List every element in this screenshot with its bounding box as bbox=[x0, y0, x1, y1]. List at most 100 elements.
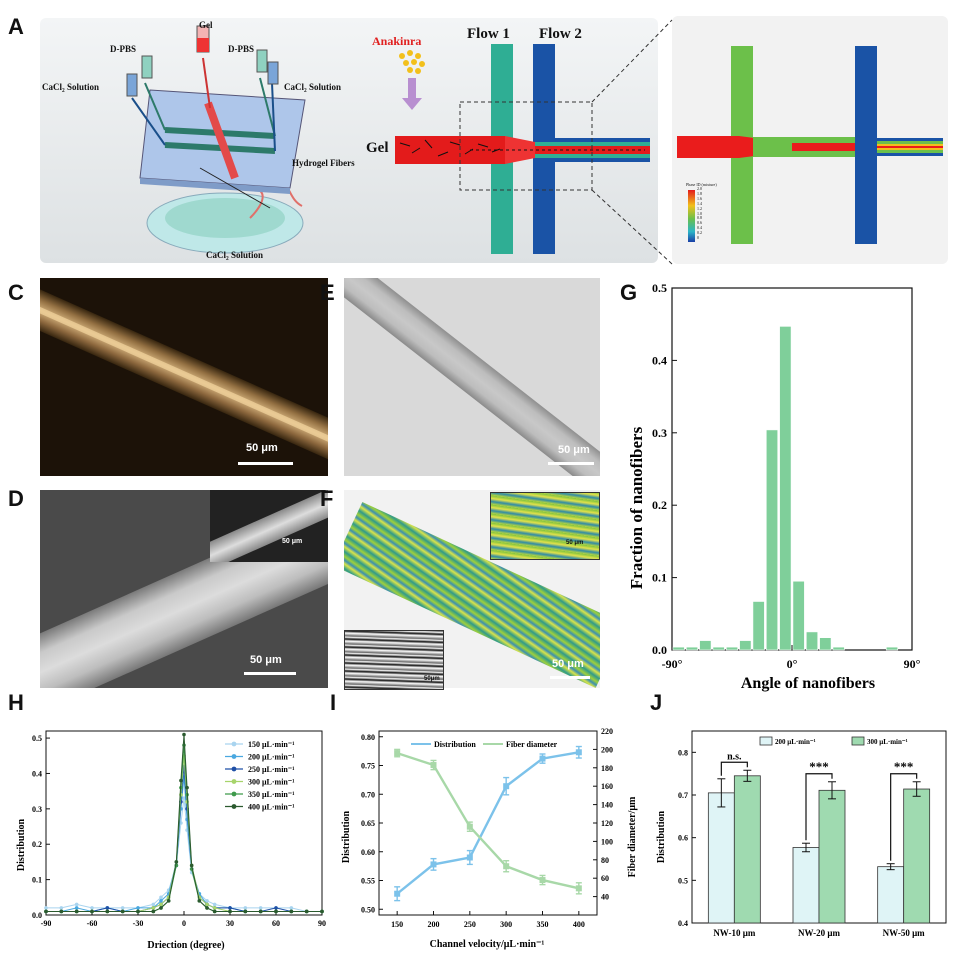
chart-h-point bbox=[159, 899, 163, 903]
chart-h-point bbox=[44, 906, 48, 910]
chart-i-ylabel: Distribution bbox=[341, 810, 352, 863]
chart-h-point bbox=[90, 906, 94, 910]
scale-label-e: 50 μm bbox=[558, 444, 590, 456]
scale-bar-c bbox=[238, 462, 293, 465]
chart-j-ytick-label: 0.8 bbox=[678, 748, 688, 757]
scale-bar-d bbox=[244, 672, 296, 675]
scale-label-c: 50 μm bbox=[246, 442, 278, 454]
chart-g-bar bbox=[833, 647, 844, 650]
chart-g-bar bbox=[806, 632, 817, 650]
chart-j-ytick-label: 0.7 bbox=[678, 791, 688, 800]
chart-h-point bbox=[205, 903, 209, 907]
chart-h-xtick-label: -30 bbox=[133, 919, 144, 928]
chart-i-xtick-label: 150 bbox=[391, 920, 403, 929]
chart-h-series-line bbox=[46, 766, 322, 911]
chart-g-bar bbox=[700, 641, 711, 650]
chart-g-bar bbox=[753, 601, 764, 650]
chart-i-point bbox=[431, 861, 437, 867]
chart-g-xtick-label: -90° bbox=[662, 657, 683, 671]
micrograph-c bbox=[40, 278, 328, 476]
chart-h-ytick-label: 0.3 bbox=[32, 805, 42, 814]
chart-i-y2tick-label: 220 bbox=[601, 727, 613, 736]
chart-h-point bbox=[90, 910, 94, 914]
chart-h-xtick-label: 90 bbox=[318, 919, 326, 928]
chart-g-xtick-label: 0° bbox=[787, 657, 798, 671]
chart-g-ytick-label: 0.5 bbox=[652, 281, 667, 295]
chart-h-point bbox=[244, 906, 248, 910]
chart-g: Fraction of nanofibers Angle of nanofibe… bbox=[620, 280, 950, 700]
chart-g-bar bbox=[713, 647, 724, 650]
chart-h-legend-marker bbox=[232, 792, 237, 797]
chart-h-point bbox=[106, 910, 110, 914]
chart-h-point bbox=[159, 903, 163, 907]
chart-i-ytick-label: 0.50 bbox=[361, 905, 375, 914]
chart-h-legend-marker bbox=[232, 804, 237, 809]
chart-i-ytick-label: 0.60 bbox=[361, 848, 375, 857]
chart-i-y2tick-label: 40 bbox=[601, 893, 609, 902]
chart-g-ytick-label: 0.0 bbox=[652, 643, 667, 657]
chart-j-legend-label: 300 μL·min⁻¹ bbox=[867, 738, 908, 746]
chart-h-legend-label: 300 μL·min⁻¹ bbox=[248, 778, 295, 787]
chart-i-point bbox=[394, 891, 400, 897]
chart-j-legend-label: 200 μL·min⁻¹ bbox=[775, 738, 816, 746]
chart-i-y2tick-label: 60 bbox=[601, 874, 609, 883]
chart-j-bar bbox=[904, 789, 930, 923]
chart-h-xtick-label: 30 bbox=[226, 919, 234, 928]
chart-j-sig-label: *** bbox=[894, 759, 914, 774]
chart-g-xtick-label: 90° bbox=[904, 657, 921, 671]
chart-i-point bbox=[540, 877, 546, 883]
zoom-connector-lines bbox=[0, 0, 955, 280]
chart-j-sig-label: n.s. bbox=[727, 751, 742, 762]
chart-g-ytick-label: 0.3 bbox=[652, 426, 667, 440]
chart-h-legend-marker bbox=[232, 767, 237, 772]
chart-h-ytick-label: 0.5 bbox=[32, 734, 42, 743]
chart-h-legend-label: 150 μL·min⁻¹ bbox=[248, 740, 295, 749]
chart-i-xtick-label: 250 bbox=[464, 920, 476, 929]
chart-h-point bbox=[274, 910, 278, 914]
chart-h-point bbox=[159, 896, 163, 900]
chart-g-ylabel: Fraction of nanofibers bbox=[627, 426, 646, 589]
chart-h-point bbox=[213, 906, 217, 910]
chart-i-xtick-label: 200 bbox=[428, 920, 440, 929]
chart-j-xtick-label: NW-10 μm bbox=[713, 928, 756, 938]
chart-j-bar bbox=[734, 776, 760, 923]
chart-h-point bbox=[136, 906, 140, 910]
chart-g-ytick-label: 0.4 bbox=[652, 353, 667, 367]
chart-h-point bbox=[305, 910, 309, 914]
chart-i-xtick-label: 350 bbox=[537, 920, 549, 929]
chart-h-point bbox=[228, 910, 232, 914]
chart-h-legend-label: 200 μL·min⁻¹ bbox=[248, 753, 295, 762]
chart-h-legend-marker bbox=[232, 742, 237, 747]
chart-h-point bbox=[75, 906, 79, 910]
chart-i-y2tick-label: 80 bbox=[601, 856, 609, 865]
chart-g-bar bbox=[780, 326, 791, 650]
panel-label-h: H bbox=[8, 690, 24, 716]
chart-j: Distribution 0.4 0.5 0.6 0.7 0.8 NW-10 μm n.s.… bbox=[652, 715, 952, 955]
chart-g-bar bbox=[726, 647, 737, 650]
chart-i-y2tick-label: 180 bbox=[601, 764, 613, 773]
chart-h-point bbox=[259, 910, 263, 914]
scale-label-inset-f1: 50 μm bbox=[566, 540, 583, 546]
inset-f-color bbox=[490, 492, 600, 560]
chart-h-point bbox=[190, 864, 194, 868]
chart-h-point bbox=[121, 910, 125, 914]
scale-label-d: 50 μm bbox=[250, 654, 282, 666]
panel-label-d: D bbox=[8, 486, 24, 512]
chart-h-point bbox=[320, 910, 324, 914]
chart-i-point bbox=[576, 885, 582, 891]
chart-j-sig-bracket bbox=[721, 762, 747, 776]
scale-label-inset-f2: 50μm bbox=[424, 676, 440, 682]
chart-i-legend-label: Distribution bbox=[434, 740, 476, 749]
chart-h-point bbox=[75, 903, 79, 907]
chart-h-point bbox=[213, 910, 217, 914]
chart-h-point bbox=[159, 906, 163, 910]
chart-h-ytick-label: 0.1 bbox=[32, 876, 42, 885]
chart-i-y2tick-label: 100 bbox=[601, 837, 613, 846]
panel-label-e: E bbox=[320, 280, 335, 306]
chart-h-point bbox=[228, 906, 232, 910]
chart-h-point bbox=[185, 786, 189, 790]
panel-label-c: C bbox=[8, 280, 24, 306]
chart-h-xtick-label: 0 bbox=[182, 919, 186, 928]
chart-h-point bbox=[152, 910, 156, 914]
chart-i-ytick-label: 0.55 bbox=[361, 877, 375, 886]
